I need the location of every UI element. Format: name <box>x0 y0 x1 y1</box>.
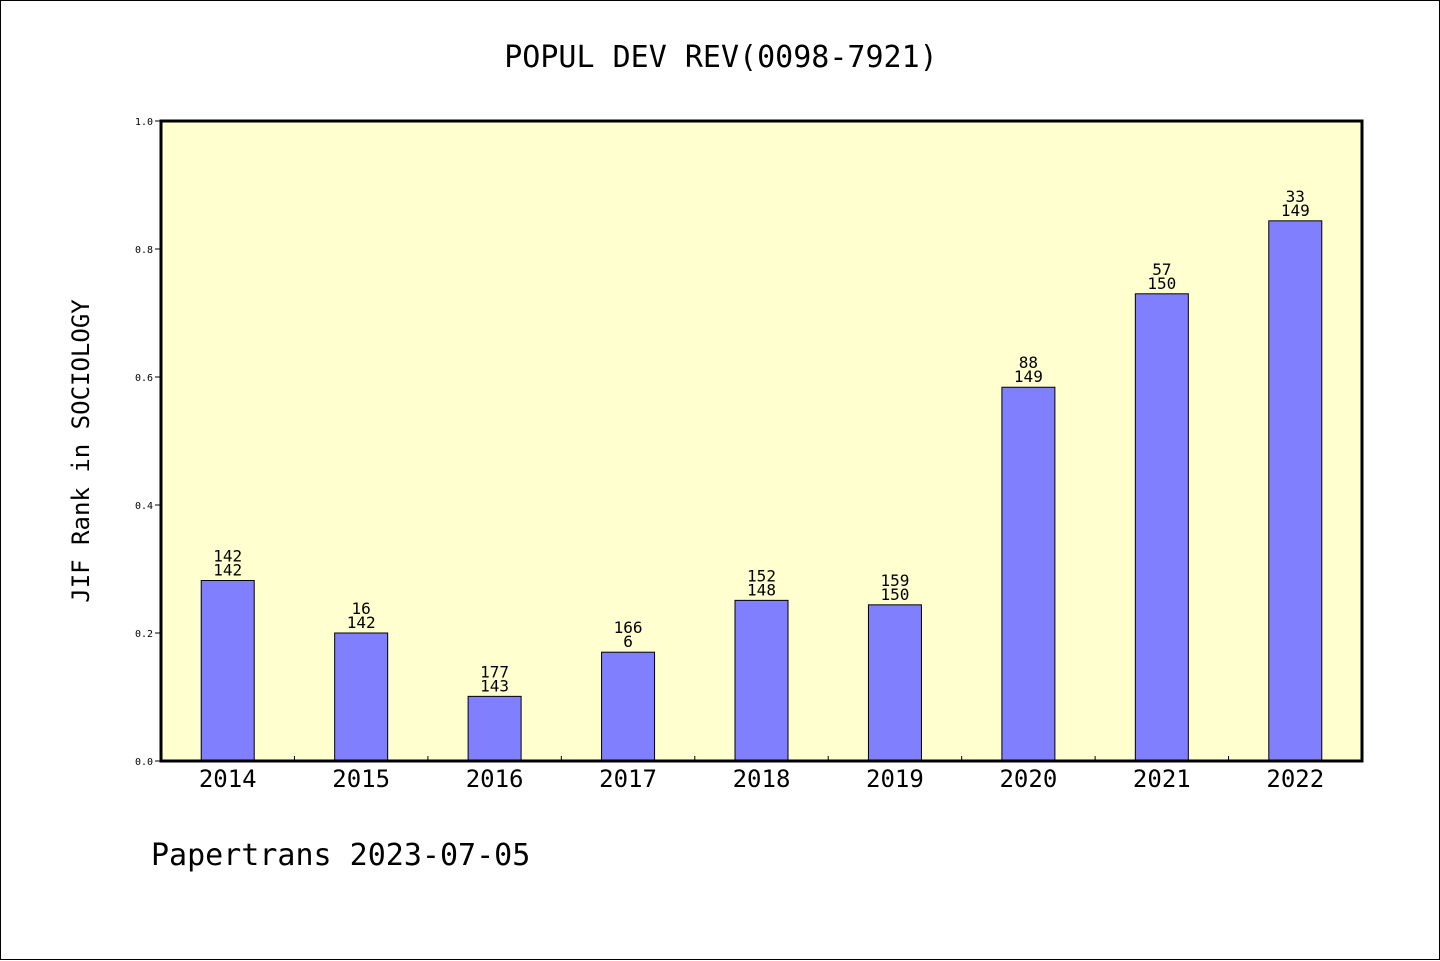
x-tick-label: 2018 <box>733 765 791 793</box>
bar-label-bottom: 150 <box>1147 274 1176 293</box>
bar-label-top: 152 <box>747 566 776 585</box>
bar-label-top: 88 <box>1019 353 1038 372</box>
bar-label-top: 159 <box>880 571 909 590</box>
y-tick-label: 0.4 <box>135 501 153 512</box>
y-tick-label: 0.0 <box>135 757 153 768</box>
bar-label-bottom: 149 <box>1281 201 1310 220</box>
y-tick-label: 1.0 <box>135 117 153 128</box>
bar <box>467 695 522 762</box>
bar-label-top: 166 <box>614 618 643 637</box>
bar-label-top: 177 <box>480 662 509 681</box>
plot-border <box>159 119 1364 763</box>
chart-title: POPUL DEV REV(0098-7921) <box>504 40 937 75</box>
bar-label-bottom: 148 <box>747 580 776 599</box>
x-tick-label: 2021 <box>1133 765 1191 793</box>
x-tick-label: 2014 <box>199 765 257 793</box>
bar <box>1001 386 1056 762</box>
bar-label-top: 16 <box>352 599 371 618</box>
bar-label-bottom: 142 <box>347 613 376 632</box>
x-axis: 2014 2015 2016 2017 2018 2019 2020 2021 2022 <box>199 756 1324 793</box>
footer-credit: Papertrans 2023-07-05 <box>151 838 530 873</box>
bars: 1421421614217714316661521481591508814957… <box>200 187 1323 762</box>
bar-label-top: 142 <box>213 547 242 566</box>
bar-label-bottom: 149 <box>1014 367 1043 386</box>
bar <box>867 604 922 762</box>
x-tick-label: 2015 <box>332 765 390 793</box>
bar-label-bottom: 6 <box>623 632 633 651</box>
x-tick-label: 2022 <box>1266 765 1324 793</box>
y-axis: 0.0 0.2 0.4 0.6 0.8 1.0 <box>135 117 161 768</box>
bar <box>1268 220 1323 762</box>
x-tick-label: 2016 <box>466 765 524 793</box>
bar <box>1134 293 1189 762</box>
y-axis-label: JIF Rank in SOCIOLOGY <box>67 299 95 603</box>
bar <box>334 632 389 762</box>
bar-label-bottom: 150 <box>880 585 909 604</box>
x-tick-label: 2017 <box>599 765 657 793</box>
bar <box>200 580 255 762</box>
x-tick-label: 2019 <box>866 765 924 793</box>
bar-label-bottom: 143 <box>480 676 509 695</box>
bar <box>734 599 789 762</box>
y-tick-label: 0.8 <box>135 245 153 256</box>
y-tick-label: 0.2 <box>135 629 153 640</box>
x-tick-label: 2020 <box>999 765 1057 793</box>
bar-label-bottom: 142 <box>213 561 242 580</box>
y-tick-label: 0.6 <box>135 373 153 384</box>
bar <box>601 651 656 762</box>
bar-label-top: 57 <box>1152 260 1171 279</box>
bar-label-top: 33 <box>1286 187 1305 206</box>
